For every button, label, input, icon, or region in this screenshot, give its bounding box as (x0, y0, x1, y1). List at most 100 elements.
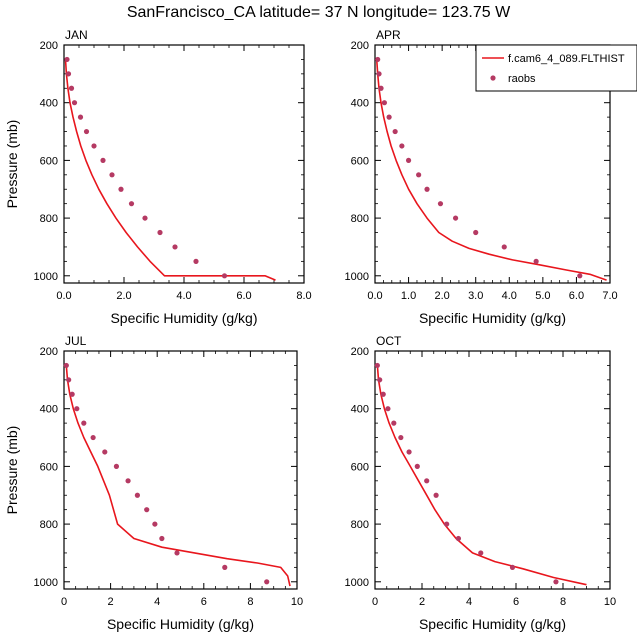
x-tick-label: 0 (61, 596, 67, 608)
legend-marker-swatch (490, 75, 496, 81)
raobs-point (478, 550, 484, 556)
raobs-point (392, 128, 398, 135)
y-tick-label: 800 (40, 213, 58, 225)
model-series-line (375, 59, 607, 281)
y-tick-label: 600 (351, 461, 369, 473)
raobs-point (134, 492, 140, 498)
y-tick-label: 1000 (345, 271, 369, 283)
raobs-point (71, 100, 78, 106)
x-tick-label: 10 (604, 596, 616, 608)
raobs-point (100, 157, 106, 163)
raobs-point (416, 172, 422, 178)
raobs-point (65, 71, 72, 77)
y-tick-label: 400 (351, 98, 369, 110)
raobs-point (69, 391, 75, 397)
x-axis-label: Specific Humidity (g/kg) (110, 310, 257, 326)
x-tick-label: 6 (513, 596, 519, 608)
y-tick-label: 600 (40, 155, 58, 167)
raobs-point (102, 449, 108, 455)
raobs-point (157, 229, 163, 236)
raobs-point (109, 172, 115, 178)
x-tick-label: 0.0 (367, 290, 382, 302)
raobs-point (159, 535, 165, 542)
raobs-point (174, 550, 180, 556)
raobs-point (81, 420, 87, 426)
x-tick-label: 3.0 (468, 290, 483, 302)
x-axis-label: Specific Humidity (g/kg) (419, 616, 566, 632)
raobs-point (264, 579, 270, 585)
raobs-point (437, 201, 444, 207)
raobs-point (118, 186, 124, 192)
y-tick-label: 600 (40, 461, 58, 473)
panel-label: JUL (65, 334, 87, 348)
x-tick-label: 4.0 (176, 290, 191, 302)
raobs-point (398, 434, 404, 441)
raobs-point (142, 215, 148, 221)
raobs-point (414, 463, 420, 469)
raobs-point (385, 406, 391, 412)
raobs-point (424, 186, 430, 192)
raobs-point (91, 143, 97, 149)
raobs-point (533, 258, 539, 264)
legend-box (475, 44, 637, 92)
legend-label-model: f.cam6_4_089.FLTHIST (508, 53, 625, 65)
x-tick-label: 7.0 (602, 290, 617, 302)
raobs-point (452, 215, 459, 221)
raobs-point (501, 244, 507, 250)
x-tick-label: 4 (154, 596, 160, 608)
y-tick-label: 400 (351, 404, 369, 416)
model-series-line (65, 365, 291, 587)
y-tick-label: 800 (351, 213, 369, 225)
x-tick-label: 2 (419, 596, 425, 608)
raobs-point (424, 478, 430, 484)
raobs-point (68, 85, 75, 91)
raobs-point (128, 201, 135, 207)
y-tick-label: 1000 (34, 577, 58, 589)
x-tick-label: 0 (372, 596, 378, 608)
raobs-point (222, 564, 228, 570)
raobs-point (90, 434, 96, 441)
raobs-point (113, 463, 120, 469)
raobs-point (553, 579, 559, 585)
y-tick-label: 600 (351, 155, 369, 167)
x-tick-label: 10 (291, 596, 303, 608)
y-axis-label: Pressure (mb) (4, 120, 20, 209)
raobs-point (83, 128, 90, 135)
raobs-point (577, 273, 583, 279)
model-series-line (64, 59, 276, 281)
y-tick-label: 200 (40, 40, 58, 52)
panel-label: JAN (65, 28, 88, 42)
y-tick-label: 200 (351, 346, 369, 358)
x-axis-label: Specific Humidity (g/kg) (419, 310, 566, 326)
x-tick-label: 6 (201, 596, 207, 608)
raobs-point (391, 420, 397, 426)
x-tick-label: 2.0 (116, 290, 131, 302)
panel-label: OCT (376, 334, 402, 348)
raobs-point (378, 85, 384, 91)
y-tick-label: 800 (40, 519, 58, 531)
x-tick-label: 5.0 (535, 290, 550, 302)
raobs-point (172, 244, 178, 250)
raobs-point (374, 362, 380, 369)
raobs-point (221, 273, 228, 279)
raobs-point (509, 564, 516, 570)
raobs-point (77, 114, 84, 120)
raobs-point (405, 157, 412, 163)
y-tick-label: 200 (40, 346, 58, 358)
x-tick-label: 8.0 (296, 290, 311, 302)
x-tick-label: 8 (247, 596, 253, 608)
y-tick-label: 800 (351, 519, 369, 531)
x-tick-label: 2.0 (434, 290, 449, 302)
x-tick-label: 2 (108, 596, 114, 608)
raobs-point (376, 71, 382, 77)
raobs-point (399, 143, 405, 149)
x-tick-label: 0.0 (56, 290, 71, 302)
y-tick-label: 1000 (34, 271, 58, 283)
legend-label-raobs: raobs (508, 73, 536, 85)
y-tick-label: 400 (40, 404, 58, 416)
x-tick-label: 4 (466, 596, 472, 608)
raobs-point (380, 391, 386, 397)
raobs-point (193, 258, 199, 264)
